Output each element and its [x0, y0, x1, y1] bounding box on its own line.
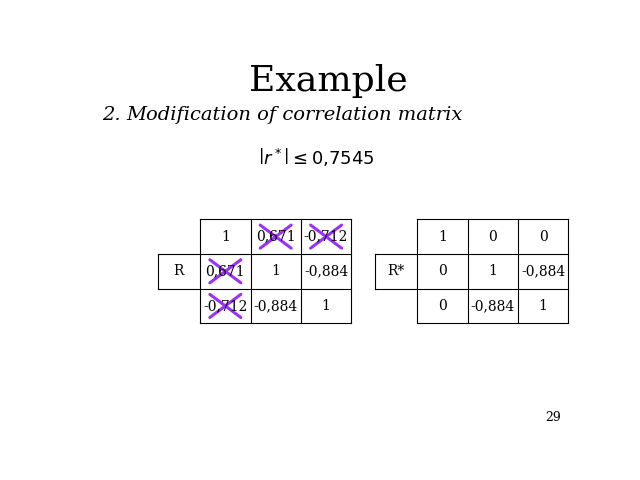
Text: -0,884: -0,884 [470, 299, 515, 313]
Text: -0,712: -0,712 [304, 229, 348, 244]
Text: 0: 0 [488, 229, 497, 244]
Text: R*: R* [387, 264, 404, 278]
Text: 0: 0 [438, 264, 447, 278]
Text: -0,712: -0,712 [203, 299, 248, 313]
Text: 0: 0 [539, 229, 547, 244]
Text: 1: 1 [539, 299, 547, 313]
Text: Example: Example [248, 64, 408, 98]
Text: R: R [173, 264, 184, 278]
Text: 0,671: 0,671 [205, 264, 245, 278]
Text: -0,884: -0,884 [253, 299, 298, 313]
Text: 29: 29 [545, 411, 561, 424]
Text: 0: 0 [438, 299, 447, 313]
Text: -0,884: -0,884 [521, 264, 565, 278]
Text: 0,671: 0,671 [256, 229, 296, 244]
Text: $\left|r^*\right| \leq 0{,}7545$: $\left|r^*\right| \leq 0{,}7545$ [259, 147, 374, 169]
Text: 2.: 2. [102, 107, 120, 124]
Text: 1: 1 [221, 229, 230, 244]
Text: 1: 1 [438, 229, 447, 244]
Text: Modification of correlation matrix: Modification of correlation matrix [127, 107, 463, 124]
Text: 1: 1 [488, 264, 497, 278]
Text: 1: 1 [322, 299, 330, 313]
Text: 1: 1 [271, 264, 280, 278]
Text: -0,884: -0,884 [304, 264, 348, 278]
